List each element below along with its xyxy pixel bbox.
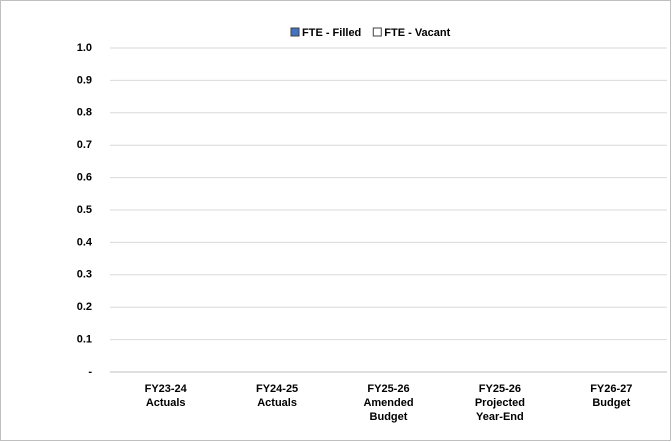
y-tick-label: - <box>88 366 92 378</box>
y-tick-label: 0.4 <box>77 236 93 248</box>
legend-swatch <box>372 27 382 37</box>
x-tick-label: FY25-26 Amended Budget <box>363 383 413 423</box>
y-tick-label: 0.1 <box>77 334 92 346</box>
x-tick-label: FY25-26 Projected Year-End <box>475 383 525 423</box>
y-tick-label: 0.7 <box>77 139 92 151</box>
x-tick-label: FY26-27 Budget <box>590 383 632 409</box>
legend-swatch <box>290 27 300 37</box>
legend-label: FTE - Vacant <box>384 27 450 39</box>
y-tick-label: 0.2 <box>77 301 92 313</box>
y-tick-label: 0.5 <box>77 204 92 216</box>
x-tick-label: FY23-24 Actuals <box>145 383 188 409</box>
x-tick-label: FY24-25 Actuals <box>256 383 298 409</box>
y-tick-label: 0.3 <box>77 269 92 281</box>
y-tick-label: 0.6 <box>77 172 92 184</box>
legend-label: FTE - Filled <box>302 27 361 39</box>
y-tick-label: 0.8 <box>77 107 92 119</box>
y-tick-label: 1.0 <box>77 42 92 54</box>
y-tick-label: 0.9 <box>77 74 92 86</box>
